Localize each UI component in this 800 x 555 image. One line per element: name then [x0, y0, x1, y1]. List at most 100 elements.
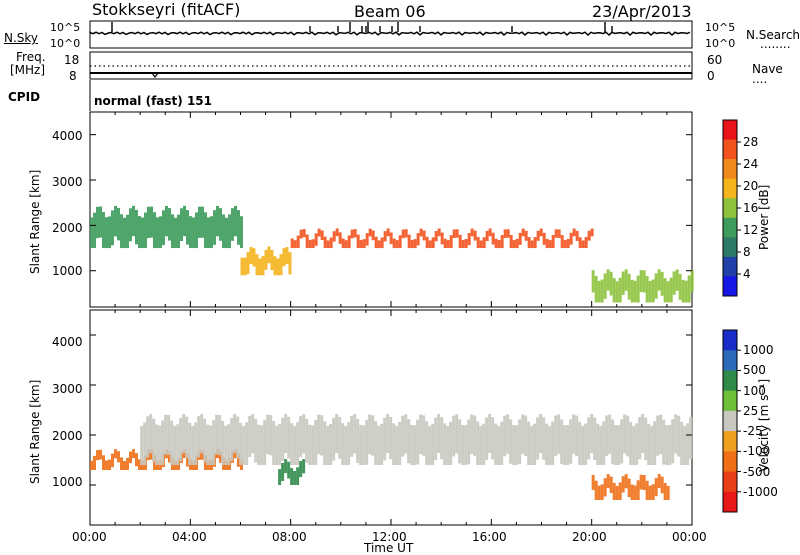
- velocity-band-cell: [204, 455, 207, 470]
- velocity-band-cell: [212, 420, 216, 465]
- power-band-cell: [368, 228, 372, 237]
- power-band-cell: [335, 228, 339, 237]
- velocity-band-cell: [618, 482, 622, 500]
- freq-dip: [151, 72, 159, 78]
- power-band-cell: [144, 212, 147, 249]
- velocity-band-cell: [257, 424, 261, 465]
- power-band-cell: [542, 232, 546, 245]
- power-band-cell: [624, 269, 628, 291]
- power-band-cell: [129, 208, 132, 242]
- velocity-band-cell: [572, 414, 576, 454]
- power-band-cell: [591, 270, 595, 293]
- power-band-cell: [681, 279, 685, 303]
- power-band-cell: [575, 230, 579, 241]
- power-band-cell: [618, 277, 622, 303]
- power-band-cell: [219, 208, 222, 241]
- velocity-band-cell: [102, 455, 105, 470]
- power-band-cell: [636, 275, 640, 303]
- power-colorbar-swatch: [723, 120, 737, 141]
- velocity-band-cell: [281, 417, 285, 461]
- freq-tick-bottom: 8: [69, 69, 77, 83]
- power-band-cell: [612, 278, 616, 303]
- power-band-cell: [675, 269, 679, 291]
- power-band-cell: [455, 229, 459, 238]
- cpid-label: CPID: [8, 90, 41, 104]
- velocity-band-cell: [207, 460, 210, 470]
- velocity-band-cell: [365, 419, 369, 465]
- velocity-band-cell: [503, 415, 507, 457]
- velocity-band-cell: [149, 414, 153, 454]
- power-band-cell: [386, 228, 390, 237]
- velocity-band-cell: [668, 424, 672, 465]
- power-band-cell: [249, 246, 253, 265]
- xtick-1: 04:00: [172, 530, 207, 544]
- power-band-cell: [273, 256, 277, 276]
- velocity-band-cell: [642, 475, 646, 491]
- power-band-cell: [117, 207, 120, 241]
- power-band-cell: [401, 229, 405, 239]
- velocity-band-cell: [311, 425, 315, 465]
- power-band-cell: [135, 209, 138, 245]
- power-band-cell: [332, 231, 336, 242]
- velocity-bands: [90, 414, 693, 500]
- power-band-cell: [651, 279, 655, 303]
- velocity-band-cell: [566, 425, 570, 465]
- velocity-band-cell: [410, 424, 414, 465]
- power-band-cell: [201, 206, 204, 238]
- velocity-band-cell: [621, 476, 625, 493]
- power-band-cell: [174, 217, 177, 249]
- velocity-band-cell: [201, 449, 204, 460]
- velocity-band-cell: [575, 415, 579, 457]
- power-band-cell: [392, 238, 396, 249]
- nave-tick-bottom: 0: [707, 69, 715, 83]
- velocity-band-cell: [612, 482, 616, 500]
- power-colorbar-tick-label: 28: [743, 135, 759, 149]
- velocity-band-cell: [452, 415, 456, 457]
- velocity-band-cell: [93, 455, 96, 470]
- velocity-band-cell: [132, 449, 135, 459]
- power-band-cell: [594, 275, 598, 303]
- power-band-cell: [609, 271, 613, 296]
- power-colorbar-tick-label: 16: [743, 201, 759, 215]
- velocity-band-cell: [392, 423, 396, 465]
- power-band-cell: [111, 210, 114, 246]
- power-band-cell: [410, 239, 414, 249]
- power-band-cell: [240, 216, 243, 249]
- velocity-band-cell: [218, 415, 222, 456]
- power-band-cell: [317, 228, 321, 237]
- power-band-cell: [395, 240, 399, 249]
- velocity-band-cell: [594, 480, 598, 500]
- power-band-cell: [648, 280, 652, 303]
- velocity-band-cell: [648, 485, 652, 500]
- power-band-cell: [314, 233, 318, 246]
- power-band-cell: [126, 214, 129, 249]
- velocity-band-cell: [530, 425, 534, 465]
- velocity-band-cell: [660, 476, 664, 494]
- velocity-colorbar-tick-label: -25: [743, 424, 763, 439]
- velocity-band-cell: [443, 423, 447, 465]
- power-band-cell: [222, 214, 225, 249]
- power-ytick-2000: 2000: [52, 221, 83, 235]
- power-band-cell: [189, 216, 192, 249]
- velocity-band-cell: [545, 423, 549, 465]
- velocity-band-cell: [524, 415, 528, 457]
- velocity-band-cell: [677, 415, 681, 457]
- velocity-band-cell: [284, 459, 288, 474]
- velocity-band-cell: [633, 485, 637, 500]
- velocity-band-cell: [236, 416, 240, 459]
- power-band-cell: [353, 229, 357, 238]
- velocity-band-cell: [596, 423, 600, 465]
- power-band-cell: [578, 237, 582, 249]
- power-band-cell: [213, 210, 216, 245]
- velocity-band-cell: [368, 414, 372, 455]
- velocity-band-cell: [389, 417, 393, 460]
- velocity-band-cell: [263, 420, 267, 465]
- power-band-cell: [207, 217, 210, 249]
- velocity-band-cell: [383, 417, 387, 461]
- xtick-5: 20:00: [572, 530, 607, 544]
- velocity-band-cell: [117, 451, 120, 463]
- power-band-cell: [299, 229, 303, 239]
- velocity-band-cell: [167, 415, 171, 456]
- velocity-band-cell: [308, 424, 312, 465]
- velocity-band-cell: [632, 425, 636, 465]
